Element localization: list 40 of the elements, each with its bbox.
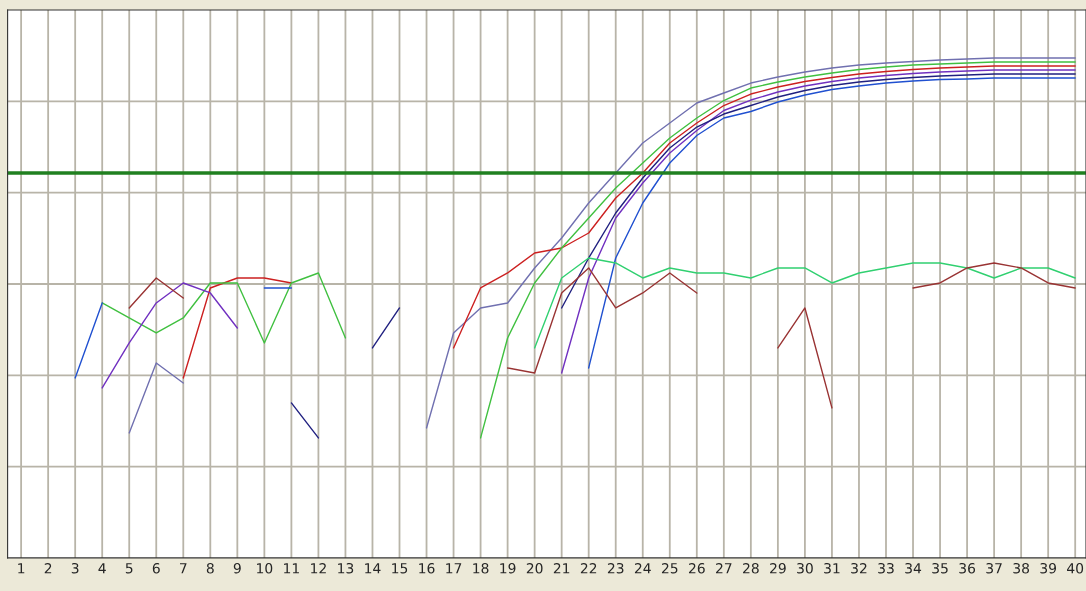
x-tick-label: 11: [284, 563, 299, 574]
x-tick-label: 13: [338, 563, 354, 574]
x-tick-label: 40: [1067, 563, 1084, 574]
x-tick-label: 18: [473, 563, 489, 574]
x-tick-label: 38: [1013, 563, 1030, 574]
x-tick-label: 39: [1040, 563, 1057, 574]
x-tick-label: 35: [932, 563, 948, 574]
x-tick-label: 6: [152, 563, 160, 574]
x-tick-label: 16: [419, 563, 435, 574]
x-tick-label: 29: [770, 563, 786, 574]
x-tick-label: 14: [365, 563, 381, 574]
x-tick-label: 12: [311, 563, 326, 574]
x-tick-label: 21: [553, 563, 570, 574]
x-tick-label: 37: [986, 563, 1002, 574]
x-tick-label: 31: [824, 563, 840, 574]
x-tick-label: 8: [206, 563, 214, 574]
x-tick-label: 36: [959, 563, 976, 574]
x-tick-label: 22: [580, 563, 597, 574]
x-tick-label: 5: [125, 563, 133, 574]
x-tick-label: 10: [257, 563, 273, 574]
x-tick-label: 28: [743, 563, 759, 574]
x-tick-label: 2: [44, 563, 52, 574]
x-tick-label: 15: [392, 563, 408, 574]
x-tick-label: 20: [526, 563, 543, 574]
x-tick-label: 9: [233, 563, 241, 574]
x-tick-label: 17: [446, 563, 462, 574]
x-tick-label: 26: [688, 563, 705, 574]
x-tick-label: 19: [500, 563, 516, 574]
x-tick-label: 7: [180, 563, 187, 574]
x-tick-label: 4: [98, 563, 106, 574]
x-tick-label: 30: [797, 563, 813, 574]
x-tick-label: 25: [661, 563, 678, 574]
x-tick-label: 34: [905, 563, 922, 574]
x-tick-label: 3: [71, 563, 79, 574]
x-tick-label: 33: [878, 563, 894, 574]
x-tick-label: 23: [607, 563, 624, 574]
x-tick-label: 32: [851, 563, 867, 574]
x-tick-label: 27: [716, 563, 732, 574]
x-tick-label: 1: [18, 563, 25, 574]
x-tick-label: 24: [634, 563, 651, 574]
